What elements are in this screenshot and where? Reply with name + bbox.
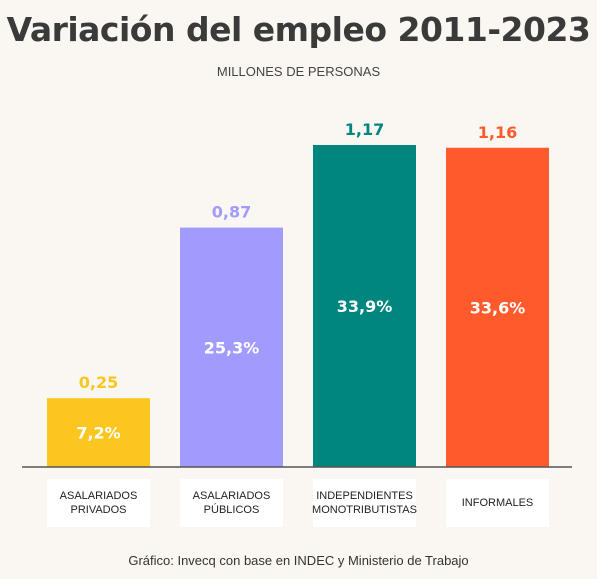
chart-title: Variación del empleo 2011-2023: [6, 10, 591, 49]
value-label-4: 1,16: [478, 123, 517, 142]
category-label-4: INFORMALES: [446, 479, 549, 527]
value-label-2: 0,87: [212, 203, 251, 222]
category-label-3: INDEPENDIENTES MONOTRIBUTISTAS: [312, 479, 417, 527]
chart-subtitle: MILLONES DE PERSONAS: [216, 64, 381, 79]
share-label-3: 33,9%: [337, 297, 393, 316]
value-label-1: 0,25: [79, 373, 118, 392]
bar-4: [446, 147, 549, 467]
value-label-3: 1,17: [345, 120, 384, 139]
share-label-4: 33,6%: [470, 298, 526, 317]
category-label-1: ASALARIADOS PRIVADOS: [47, 479, 150, 527]
share-label-1: 7,2%: [76, 424, 120, 443]
source-note: Gráfico: Invecq con base en INDEC y Mini…: [128, 553, 469, 568]
bar-1: [47, 398, 150, 467]
category-label-2: ASALARIADOS PÚBLICOS: [180, 479, 283, 527]
bar-2: [180, 227, 283, 467]
share-label-2: 25,3%: [204, 338, 260, 357]
bar-3: [313, 145, 416, 467]
